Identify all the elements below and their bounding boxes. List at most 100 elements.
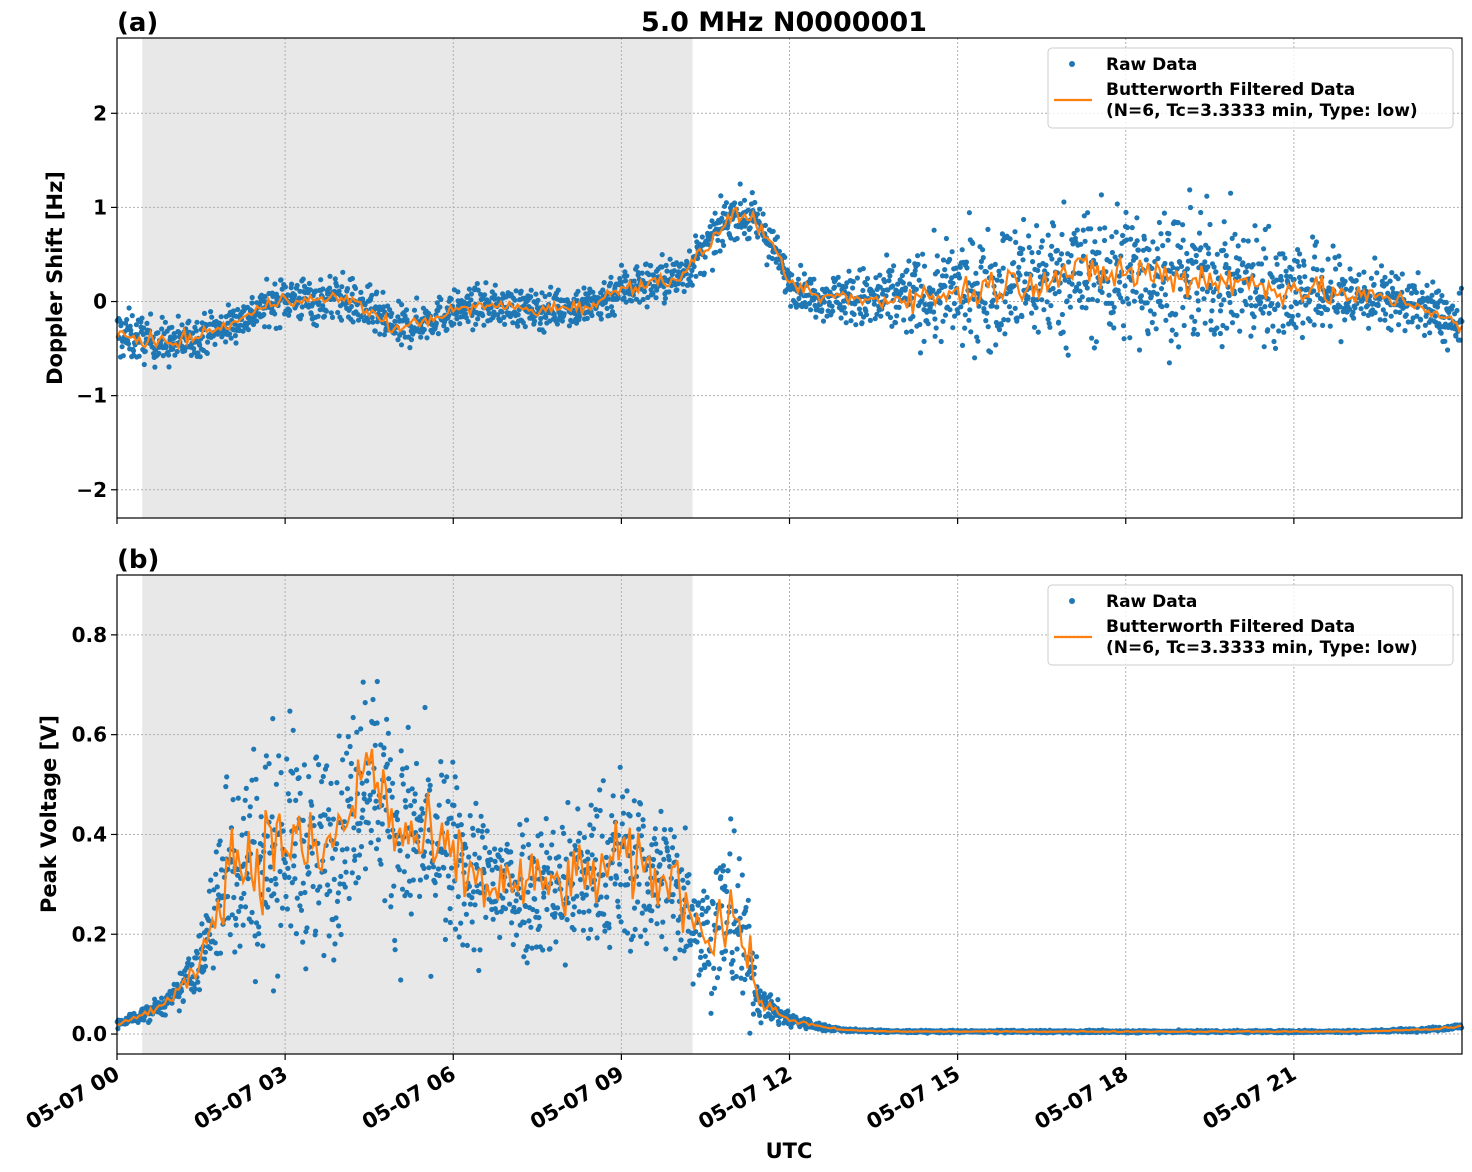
raw-data-point xyxy=(802,300,808,306)
raw-data-point xyxy=(240,328,246,334)
raw-data-point xyxy=(262,293,268,300)
raw-data-point xyxy=(795,276,802,282)
raw-data-point xyxy=(908,328,915,334)
raw-data-point xyxy=(877,272,883,278)
raw-data-point xyxy=(1252,289,1259,295)
raw-data-point xyxy=(348,760,354,767)
raw-data-point xyxy=(316,299,322,305)
raw-data-point xyxy=(247,804,253,810)
raw-data-point xyxy=(1235,268,1241,274)
raw-data-point xyxy=(263,753,269,759)
raw-data-point xyxy=(362,700,368,706)
raw-data-point xyxy=(873,275,879,281)
raw-data-point xyxy=(669,845,676,851)
raw-data-point xyxy=(819,307,825,313)
raw-data-point xyxy=(284,756,290,762)
raw-data-point xyxy=(1265,327,1271,333)
raw-data-point xyxy=(1007,289,1014,295)
raw-data-point xyxy=(922,301,928,308)
raw-data-point xyxy=(339,790,345,796)
raw-data-point xyxy=(258,814,264,820)
raw-data-point xyxy=(235,795,241,801)
raw-data-point xyxy=(650,283,657,289)
raw-data-point xyxy=(887,314,894,321)
raw-data-point xyxy=(444,774,450,780)
raw-data-point xyxy=(721,242,727,248)
raw-data-point xyxy=(889,323,895,329)
raw-data-point xyxy=(224,774,230,780)
raw-data-point xyxy=(575,288,581,294)
raw-data-point xyxy=(1382,317,1388,323)
raw-data-point xyxy=(697,954,704,961)
raw-data-point xyxy=(733,908,739,914)
raw-data-point xyxy=(851,311,857,317)
raw-data-point xyxy=(1336,253,1342,259)
raw-data-point xyxy=(674,852,680,858)
raw-data-point xyxy=(330,816,336,822)
raw-data-point xyxy=(608,274,614,280)
raw-data-point xyxy=(293,797,299,804)
raw-data-point xyxy=(1218,302,1224,308)
raw-data-point xyxy=(359,815,365,821)
raw-data-point xyxy=(504,841,510,847)
raw-data-point xyxy=(1110,309,1116,315)
raw-data-point xyxy=(1207,221,1213,228)
raw-data-point xyxy=(435,331,441,337)
raw-data-point xyxy=(1039,238,1045,244)
raw-data-point xyxy=(1251,325,1257,331)
raw-data-point xyxy=(687,942,694,948)
raw-data-point xyxy=(768,992,774,998)
raw-data-point xyxy=(518,288,524,294)
raw-data-point xyxy=(159,314,165,320)
raw-data-point xyxy=(1258,299,1264,305)
raw-data-point xyxy=(1297,279,1303,285)
raw-data-point xyxy=(120,353,126,359)
raw-data-point xyxy=(581,909,587,915)
raw-data-point xyxy=(1221,219,1227,225)
raw-data-point xyxy=(915,261,921,267)
raw-data-point xyxy=(678,937,684,943)
raw-data-point xyxy=(476,967,482,974)
raw-data-point xyxy=(426,865,432,871)
raw-data-point xyxy=(338,317,345,323)
raw-data-point xyxy=(160,353,166,359)
raw-data-point xyxy=(664,268,670,274)
raw-data-point xyxy=(495,312,501,318)
raw-data-point xyxy=(1013,239,1019,245)
raw-data-point xyxy=(640,823,646,829)
raw-data-point xyxy=(345,734,351,740)
raw-data-point xyxy=(1310,234,1316,240)
raw-data-point xyxy=(475,316,481,322)
raw-data-point xyxy=(1445,347,1451,353)
raw-data-point xyxy=(513,288,519,294)
raw-data-point xyxy=(1311,322,1317,328)
raw-data-point xyxy=(1133,289,1139,295)
raw-data-point xyxy=(763,999,769,1006)
raw-data-point xyxy=(1430,299,1436,305)
raw-data-point xyxy=(449,865,455,871)
raw-data-point xyxy=(878,313,884,319)
raw-data-point xyxy=(463,911,469,917)
raw-data-point xyxy=(128,327,134,333)
raw-data-point xyxy=(526,918,532,924)
raw-data-point xyxy=(492,296,498,302)
raw-data-point xyxy=(452,926,459,932)
raw-data-point xyxy=(962,325,968,331)
raw-data-point xyxy=(270,716,276,722)
raw-data-point xyxy=(671,268,677,274)
raw-data-point xyxy=(713,249,719,255)
raw-data-point xyxy=(947,256,953,262)
raw-data-point xyxy=(448,296,454,302)
raw-data-point xyxy=(1012,229,1018,235)
raw-data-point xyxy=(643,906,649,912)
raw-data-point xyxy=(291,292,298,298)
raw-data-point xyxy=(874,311,880,317)
raw-data-point xyxy=(789,272,795,278)
raw-data-point xyxy=(291,853,297,859)
raw-data-point xyxy=(1109,234,1115,240)
raw-data-point xyxy=(1372,310,1378,316)
raw-data-point xyxy=(745,207,751,213)
raw-data-point xyxy=(1202,259,1208,265)
raw-data-point xyxy=(966,317,972,323)
